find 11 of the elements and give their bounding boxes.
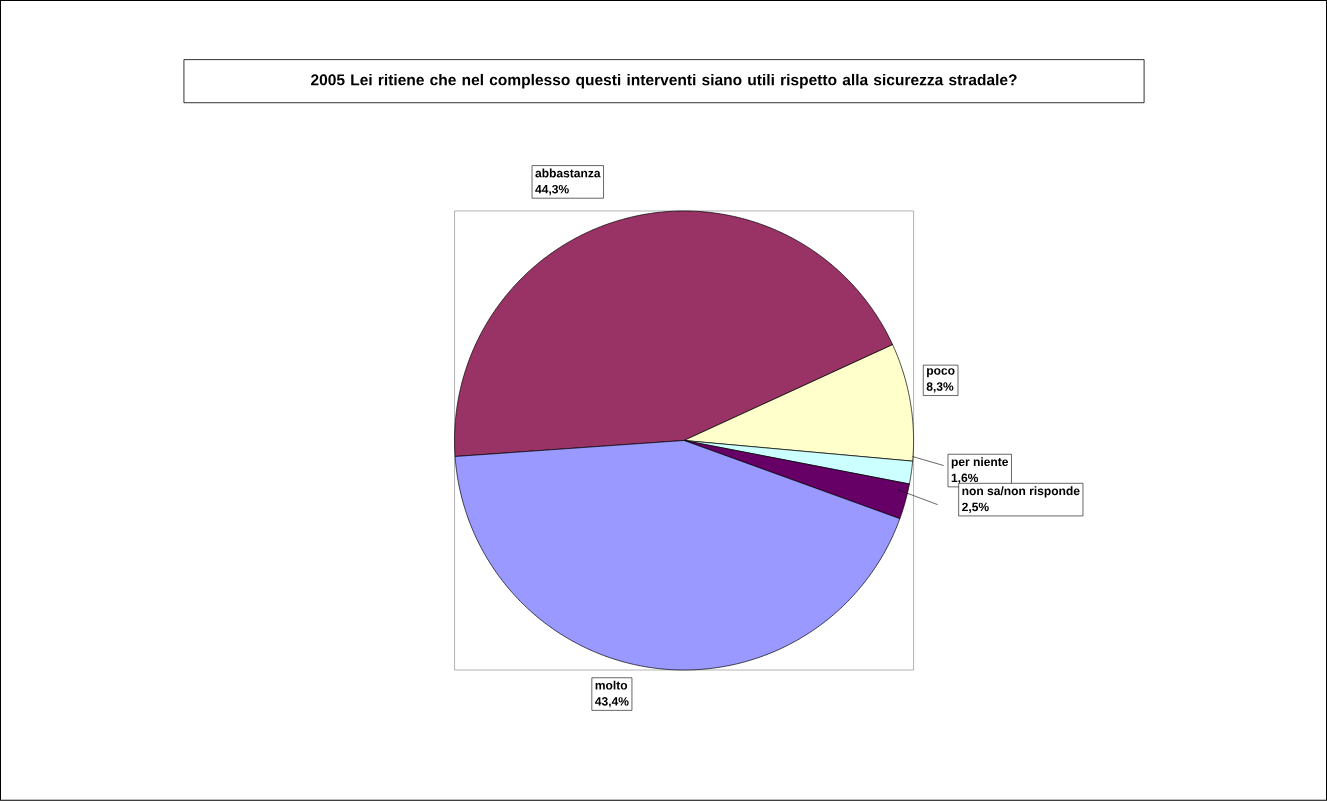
legend-label: non sa/non risponde: [962, 486, 1080, 498]
data-label: 8,3%: [926, 382, 954, 393]
data-label: 43,4%: [595, 697, 629, 708]
data-label: 2,5%: [962, 502, 989, 514]
slice-label: molto: [595, 680, 628, 690]
chart-title: 2005 Lei ritiene che nel complesso questi interventi siano utili rispetto alla sicurezza stradale?: [311, 74, 1017, 89]
slice-label: per niente: [951, 457, 1009, 469]
slice-label: poco: [927, 368, 955, 378]
slice-label: abbastanza: [535, 168, 601, 178]
data-label: 44,3%: [535, 185, 569, 196]
data-label: 1,6%: [951, 473, 979, 484]
